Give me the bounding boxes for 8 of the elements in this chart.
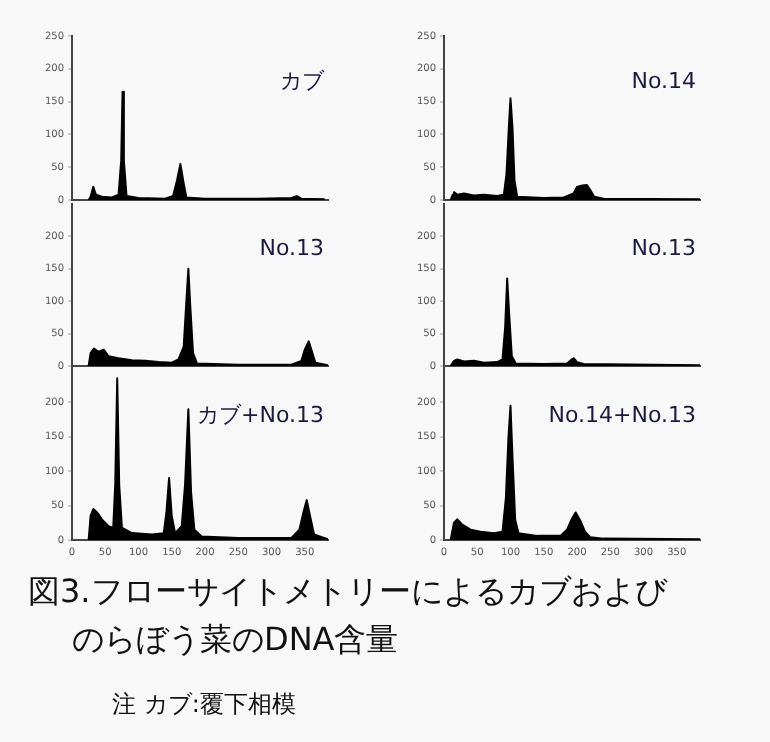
text: No.13	[259, 235, 324, 262]
text: 注 カブ:覆下相模	[112, 688, 296, 722]
text: カブ	[280, 67, 326, 94]
text: No.13	[631, 235, 696, 262]
text: 図3.フローサイトメトリーによるカブおよびのらぼう菜のDNA含量	[28, 570, 670, 662]
text: No.14	[631, 67, 696, 94]
series-label: No.14+No.13	[548, 401, 696, 428]
series-label: カブ+No.13	[197, 401, 324, 428]
